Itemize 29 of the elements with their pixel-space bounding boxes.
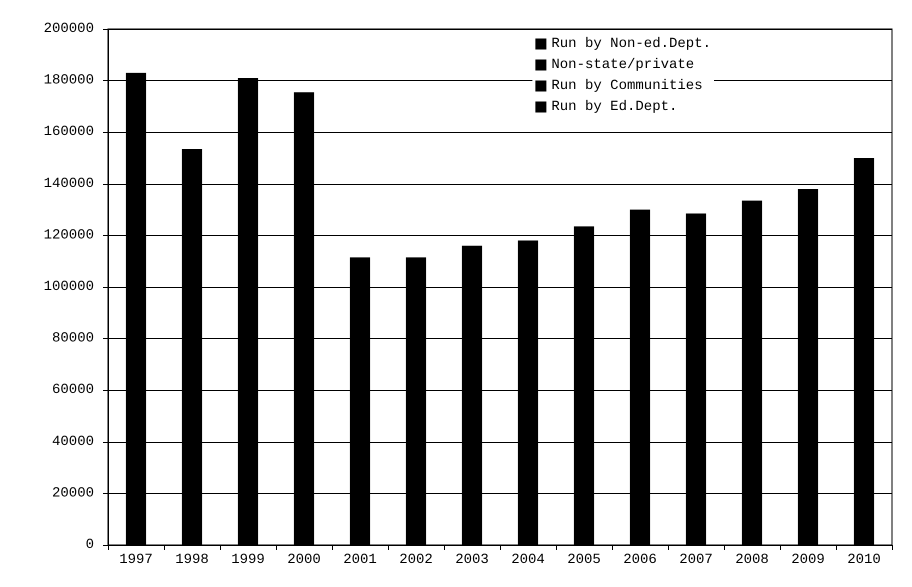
y-tick-label: 100000 xyxy=(44,279,94,295)
x-tick-label: 2000 xyxy=(287,552,321,568)
x-tick-label: 2002 xyxy=(399,552,433,568)
legend-label: Run by Non-ed.Dept. xyxy=(551,36,712,52)
y-tick-label: 60000 xyxy=(52,382,94,398)
y-tick-label: 80000 xyxy=(52,330,94,347)
y-tick-label: 0 xyxy=(86,537,94,553)
x-tick-label: 2003 xyxy=(455,552,489,568)
x-tick-label: 2004 xyxy=(511,552,545,568)
x-tick-label: 1998 xyxy=(175,552,209,568)
y-tick-label: 140000 xyxy=(44,176,94,192)
x-tick-label: 2008 xyxy=(735,552,769,568)
x-tick-label: 2010 xyxy=(847,552,881,568)
legend-label: Run by Ed.Dept. xyxy=(551,99,678,115)
x-tick-label: 2001 xyxy=(343,552,377,568)
y-tick-label: 120000 xyxy=(44,227,94,244)
x-tick-label: 2007 xyxy=(679,552,713,568)
x-tick-label: 2006 xyxy=(623,552,657,568)
x-tick-label: 2009 xyxy=(791,552,825,568)
x-tick-label: 1997 xyxy=(119,552,153,568)
x-tick-label: 2005 xyxy=(567,552,601,568)
x-tick-label: 1999 xyxy=(231,552,265,568)
y-tick-label: 160000 xyxy=(44,124,94,140)
y-tick-label: 20000 xyxy=(52,485,94,502)
legend-label: Non-state/private xyxy=(551,57,694,73)
y-tick-label: 40000 xyxy=(52,434,94,450)
y-tick-label: 180000 xyxy=(44,72,94,89)
y-tick-label: 200000 xyxy=(44,21,94,37)
legend-label: Run by Communities xyxy=(551,78,703,94)
